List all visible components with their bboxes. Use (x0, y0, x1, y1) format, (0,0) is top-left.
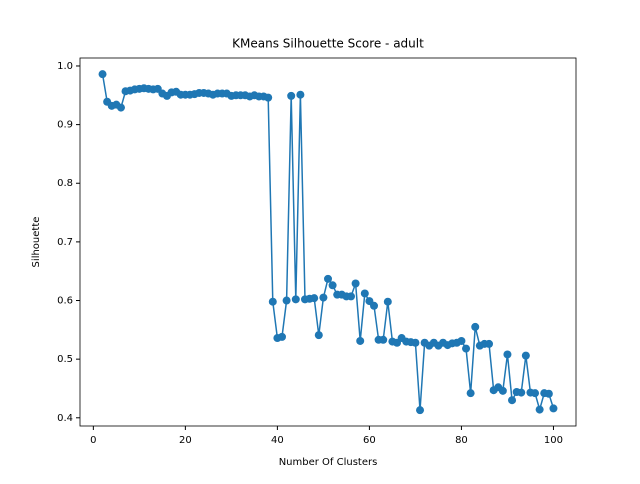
point (466, 389, 475, 398)
point (282, 296, 291, 305)
point (416, 406, 425, 415)
point (383, 297, 392, 306)
point (535, 405, 544, 414)
y-tick-label: 0.6 (57, 296, 73, 307)
point (498, 386, 507, 395)
point (98, 70, 107, 79)
x-tick-label: 40 (271, 435, 284, 446)
point (268, 297, 277, 306)
point (457, 336, 466, 345)
point (356, 336, 365, 345)
point (471, 322, 480, 331)
point (379, 335, 388, 344)
point (544, 389, 553, 398)
point (521, 351, 530, 360)
point (296, 90, 305, 99)
point (277, 332, 286, 341)
x-tick-label: 100 (544, 435, 563, 446)
point (360, 289, 369, 298)
point (116, 103, 125, 112)
x-tick-label: 0 (90, 435, 96, 446)
point (264, 93, 273, 102)
point (411, 338, 420, 347)
x-tick-label: 80 (455, 435, 468, 446)
point (310, 294, 319, 303)
point (508, 396, 517, 405)
point (462, 344, 471, 353)
y-tick-label: 0.9 (57, 120, 73, 131)
y-axis-label: Silhouette (31, 217, 42, 268)
point (314, 331, 323, 340)
point (347, 292, 356, 301)
y-tick-label: 0.8 (57, 178, 73, 189)
point (324, 274, 332, 283)
plot-frame (79, 57, 577, 427)
point (517, 388, 526, 397)
x-tick-label: 20 (179, 435, 192, 446)
point (531, 389, 540, 398)
y-tick-label: 0.5 (57, 354, 73, 365)
y-tick-label: 0.4 (57, 413, 73, 424)
x-axis-label: Number Of Clusters (279, 457, 378, 468)
y-tick-label: 0.7 (57, 237, 73, 248)
point (328, 281, 337, 290)
point (485, 339, 494, 348)
point (287, 91, 296, 100)
point (319, 293, 328, 302)
point (291, 295, 300, 304)
point (503, 350, 512, 359)
point (549, 404, 558, 413)
point (351, 279, 360, 288)
x-tick-label: 60 (363, 435, 376, 446)
y-tick-label: 1.0 (57, 61, 73, 72)
chart-title: KMeans Silhouette Score - adult (232, 37, 424, 51)
point (370, 301, 379, 310)
